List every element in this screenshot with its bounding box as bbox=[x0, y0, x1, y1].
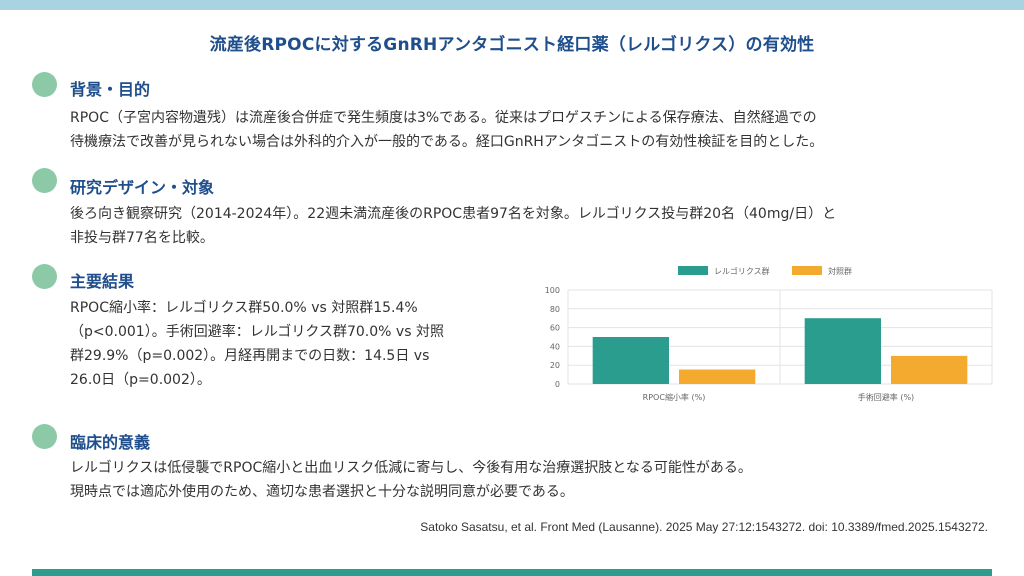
legend-label: レルゴリクス群 bbox=[714, 266, 770, 276]
section-heading-design: 研究デザイン・対象 bbox=[70, 178, 215, 197]
y-tick-label: 40 bbox=[550, 342, 560, 351]
text-line: RPOC縮小率：レルゴリクス群50.0% vs 対照群15.4% bbox=[70, 300, 418, 316]
text-line: RPOC（子宮内容物遺残）は流産後合併症で発生頻度は3%である。従来はプロゲスチ… bbox=[70, 110, 817, 126]
x-category-label: 手術回避率 (%) bbox=[858, 392, 914, 402]
text-line: 群29.9%（p=0.002）。月経再開までの日数：14.5日 vs bbox=[70, 348, 430, 364]
chart-svg: 0 20 40 60 80 100 RPOC縮小率 (%) 手術回避率 (%) レルゴリクス群 対… bbox=[545, 266, 993, 402]
text-line: レルゴリクスは低侵襲でRPOC縮小と出血リスク低減に寄与し、今後有用な治療選択肢… bbox=[70, 460, 752, 476]
bottom-decorative-bar bbox=[32, 569, 992, 576]
bar-relugolix bbox=[804, 318, 881, 384]
y-tick-label: 0 bbox=[555, 380, 560, 389]
section-body-results: RPOC縮小率：レルゴリクス群50.0% vs 対照群15.4% （p<0.00… bbox=[70, 296, 444, 392]
legend-swatch bbox=[678, 266, 708, 275]
y-tick-label: 100 bbox=[545, 286, 560, 295]
y-tick-label: 20 bbox=[550, 361, 560, 370]
section-bullet-icon bbox=[32, 72, 57, 97]
section-bullet-icon bbox=[32, 264, 57, 289]
bar-relugolix bbox=[592, 337, 669, 384]
bar-control bbox=[891, 355, 968, 384]
bar-control bbox=[679, 369, 756, 384]
text-line: 非投与群77名を比較。 bbox=[70, 230, 214, 246]
y-tick-label: 60 bbox=[550, 324, 560, 333]
x-category-label: RPOC縮小率 (%) bbox=[643, 392, 706, 402]
top-decorative-bar bbox=[0, 0, 1024, 10]
text-line: 後ろ向き観察研究（2014-2024年）。22週未満流産後のRPOC患者97名を… bbox=[70, 206, 837, 222]
section-body-design: 後ろ向き観察研究（2014-2024年）。22週未満流産後のRPOC患者97名を… bbox=[70, 202, 836, 250]
results-bar-chart: 0 20 40 60 80 100 RPOC縮小率 (%) 手術回避率 (%) レルゴリクス群 対… bbox=[530, 262, 1000, 412]
section-heading-significance: 臨床的意義 bbox=[70, 433, 151, 452]
text-line: （p<0.001）。手術回避率：レルゴリクス群70.0% vs 対照 bbox=[70, 324, 444, 340]
section-body-background: RPOC（子宮内容物遺残）は流産後合併症で発生頻度は3%である。従来はプロゲスチ… bbox=[70, 106, 823, 154]
section-bullet-icon bbox=[32, 168, 57, 193]
section-heading-background: 背景・目的 bbox=[70, 80, 151, 99]
legend-label: 対照群 bbox=[828, 266, 852, 276]
section-body-significance: レルゴリクスは低侵襲でRPOC縮小と出血リスク低減に寄与し、今後有用な治療選択肢… bbox=[70, 456, 752, 504]
citation: Satoko Sasatsu, et al. Front Med (Lausan… bbox=[420, 520, 988, 534]
text-line: 26.0日（p=0.002）。 bbox=[70, 372, 211, 388]
section-heading-results: 主要結果 bbox=[70, 272, 135, 291]
legend-swatch bbox=[792, 266, 822, 275]
text-line: 現時点では適応外使用のため、適切な患者選択と十分な説明同意が必要である。 bbox=[70, 484, 574, 500]
section-bullet-icon bbox=[32, 424, 57, 449]
text-line: 待機療法で改善が見られない場合は外科的介入が一般的である。経口GnRHアンタゴニ… bbox=[70, 134, 824, 150]
page-title: 流産後RPOCに対するGnRHアンタゴニスト経口薬（レルゴリクス）の有効性 bbox=[209, 35, 815, 55]
y-tick-label: 80 bbox=[550, 305, 560, 314]
